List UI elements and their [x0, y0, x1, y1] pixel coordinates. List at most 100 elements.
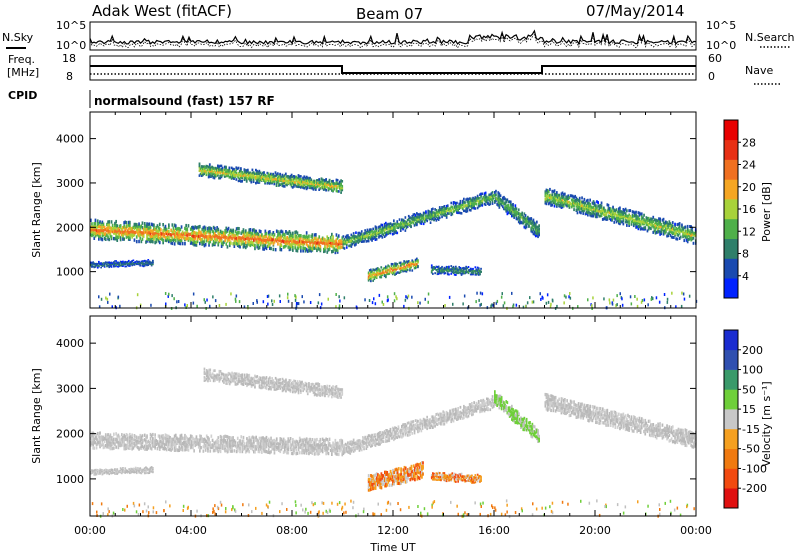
- power-cell: [587, 201, 589, 205]
- power-cell: [106, 226, 108, 231]
- power-cell: [474, 207, 477, 210]
- power-cell: [394, 262, 396, 265]
- velocity-cell: [203, 445, 206, 449]
- power-cell: [166, 230, 169, 234]
- power-cell: [472, 202, 474, 205]
- power-cell: [568, 204, 571, 208]
- power-cell: [472, 204, 474, 208]
- power-cell: [164, 238, 167, 242]
- power-cell: [254, 243, 256, 248]
- power-cell: [444, 210, 447, 213]
- velocity-cell: [241, 441, 244, 446]
- power-cell: [618, 216, 620, 220]
- power-cell: [622, 212, 625, 216]
- power-cell: [436, 270, 439, 273]
- power-cell: [390, 228, 393, 232]
- power-cell: [248, 171, 250, 175]
- velocity-cell: [240, 442, 243, 446]
- power-cell: [512, 207, 514, 211]
- power-cell: [248, 237, 251, 241]
- power-cell: [286, 179, 288, 183]
- power-cell: [482, 198, 485, 201]
- velocity-cell: [162, 436, 164, 440]
- power-cell: [225, 235, 228, 240]
- power-cell: [437, 216, 440, 219]
- power-cell: [290, 178, 293, 182]
- power-cell: [659, 220, 661, 224]
- power-cell: [442, 268, 445, 271]
- power-cell: [606, 216, 609, 220]
- velocity-cell: [224, 449, 226, 453]
- power-cell: [235, 178, 238, 181]
- power-cell: [538, 230, 540, 234]
- power-cell: [469, 199, 472, 203]
- power-cell: [100, 266, 102, 269]
- power-cell: [204, 169, 207, 173]
- power-cell: [198, 166, 201, 169]
- power-cell: [118, 234, 121, 238]
- power-cell: [449, 207, 451, 210]
- power-cell: [578, 196, 581, 200]
- power-cell: [92, 262, 94, 265]
- power-cell: [288, 245, 291, 250]
- velocity-cell: [230, 441, 232, 445]
- power-cell: [650, 217, 652, 221]
- power-colorbar-tick-label: 20: [742, 181, 756, 194]
- power-cell: [304, 185, 307, 189]
- power-cell: [117, 227, 120, 231]
- power-cell: [231, 232, 233, 236]
- power-noise-cell: [563, 301, 565, 305]
- power-cell: [688, 238, 690, 241]
- power-cell: [341, 186, 344, 190]
- power-cell: [575, 208, 578, 212]
- velocity-cell: [150, 447, 153, 451]
- power-cell: [468, 200, 471, 204]
- power-cell: [313, 246, 316, 250]
- power-cell: [629, 217, 632, 221]
- power-cell: [308, 245, 310, 249]
- power-cell: [173, 242, 176, 246]
- velocity-cell: [140, 446, 143, 450]
- power-cell: [304, 179, 307, 183]
- power-cell: [690, 231, 692, 235]
- power-cell: [240, 175, 242, 179]
- power-cell: [344, 239, 347, 243]
- power-noise-cell: [286, 296, 289, 300]
- power-noise-cell: [192, 301, 195, 305]
- power-cell: [240, 180, 242, 183]
- velocity-cell: [123, 443, 125, 448]
- velocity-cell: [171, 440, 174, 444]
- power-cell: [527, 215, 529, 219]
- power-cell: [366, 235, 369, 238]
- power-cell: [319, 247, 322, 251]
- power-cell: [296, 177, 299, 180]
- power-cell: [304, 181, 307, 184]
- power-cell: [651, 217, 653, 221]
- power-cell: [129, 223, 131, 228]
- power-cell: [442, 212, 445, 216]
- power-cell: [161, 237, 163, 241]
- power-cell: [686, 227, 689, 231]
- power-cell: [208, 172, 211, 175]
- power-cell: [551, 189, 554, 193]
- velocity-cell: [265, 435, 268, 440]
- power-cell: [393, 219, 395, 222]
- velocity-cell: [212, 444, 215, 448]
- power-cell: [450, 209, 453, 212]
- velocity-cell: [264, 449, 267, 454]
- power-cell: [614, 212, 617, 216]
- power-cell: [660, 225, 663, 229]
- power-cell: [632, 210, 635, 214]
- power-cell: [277, 237, 279, 241]
- power-cell: [114, 262, 116, 265]
- power-cell: [370, 228, 372, 231]
- power-cell: [538, 227, 540, 231]
- power-cell: [305, 179, 308, 183]
- power-cell: [325, 185, 327, 189]
- power-noise-cell: [592, 296, 594, 300]
- power-cell: [141, 263, 144, 265]
- power-cell: [414, 217, 417, 221]
- power-cell: [215, 167, 218, 170]
- power-cell: [92, 265, 94, 268]
